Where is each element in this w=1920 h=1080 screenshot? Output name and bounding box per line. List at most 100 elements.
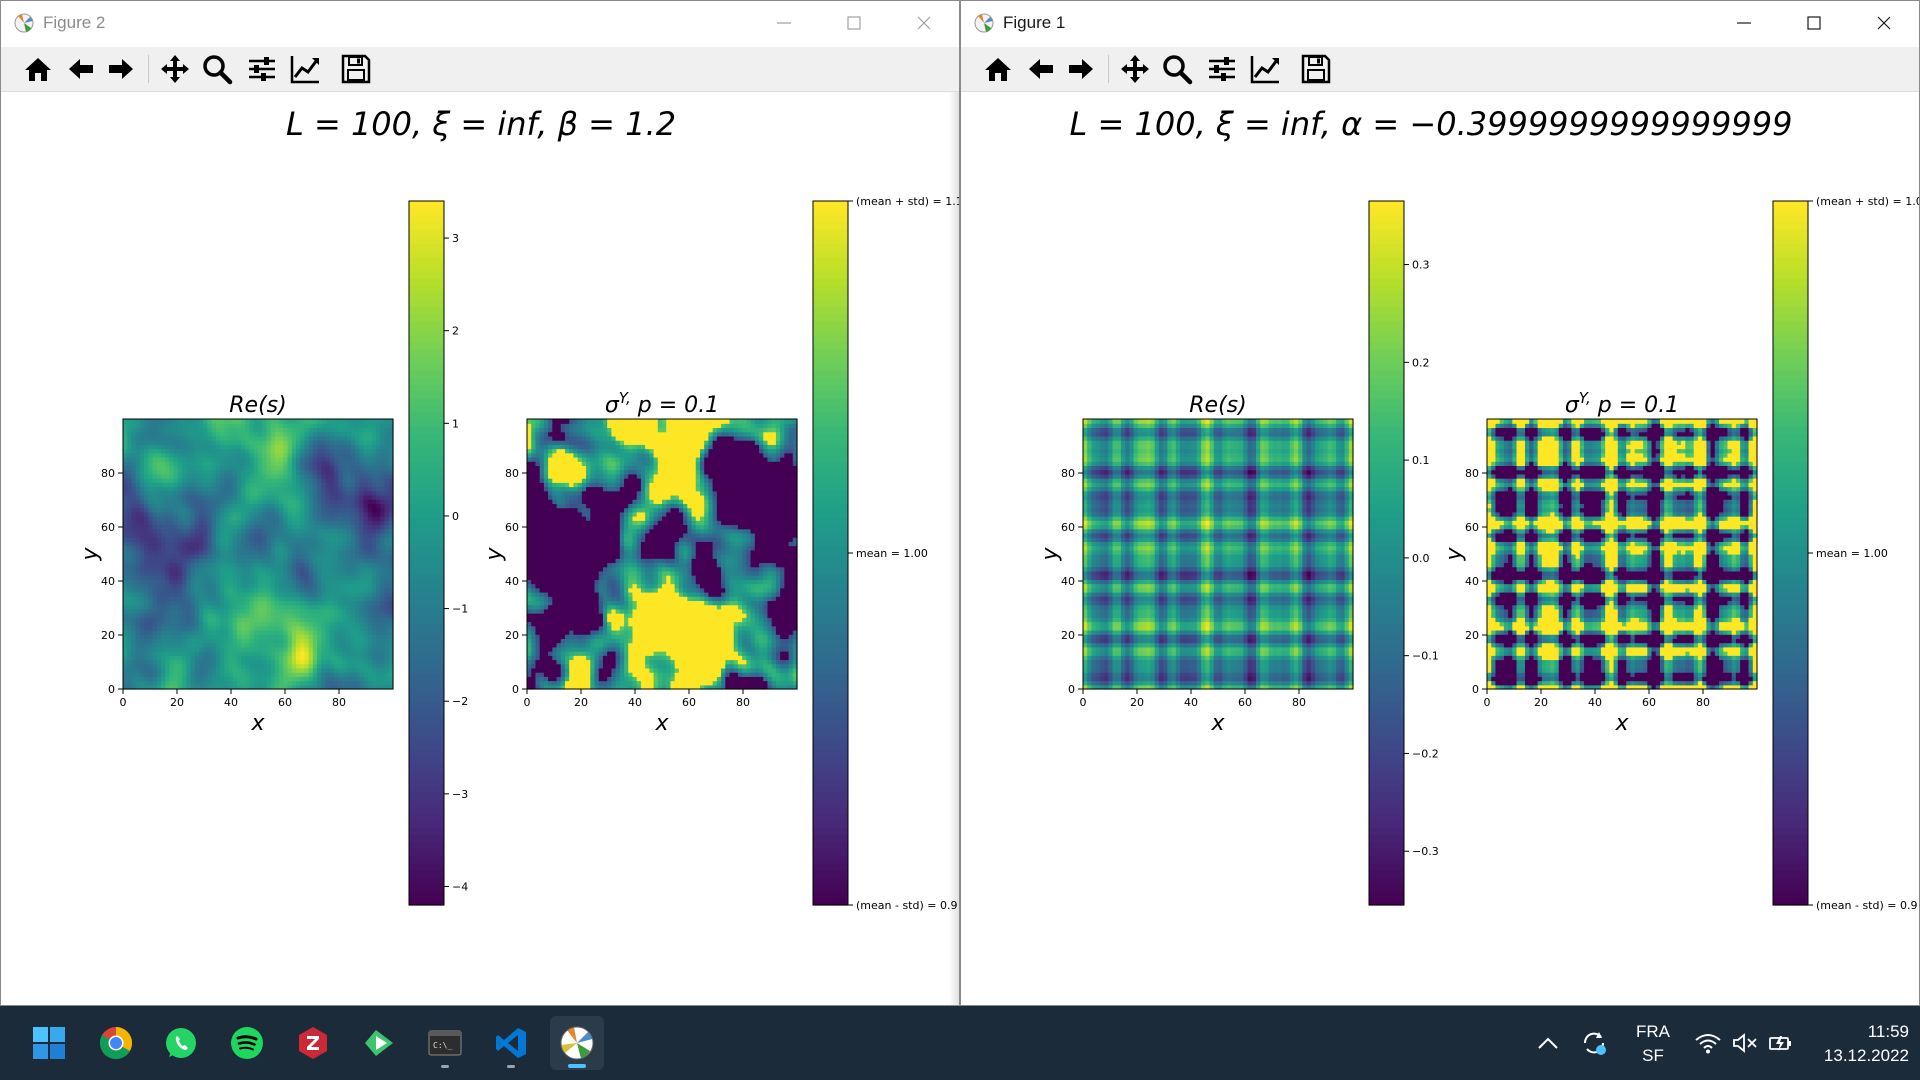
right-colorbar-tick-label: mean = 1.00	[1816, 547, 1888, 560]
wifi-button[interactable]	[1686, 1016, 1730, 1070]
save-floppy-button[interactable]	[1297, 50, 1335, 88]
left-colorbar-tick-label: −2	[452, 695, 468, 708]
toolbar-separator	[148, 55, 149, 83]
pan-move-icon	[1121, 55, 1149, 83]
taskbar-app-chrome[interactable]	[89, 1016, 143, 1070]
left-axes-ytick-label: 20	[1061, 629, 1075, 642]
battery-charging-icon	[1769, 1036, 1791, 1051]
taskbar-app-spotify[interactable]	[220, 1016, 274, 1070]
right-colorbar-tick-label: mean = 1.00	[856, 547, 928, 560]
maximize-icon	[847, 16, 861, 30]
right-axes-ytick-label: 40	[505, 575, 519, 588]
edit-axes-icon	[290, 56, 319, 84]
right-axes-ytick-label: 80	[505, 467, 519, 480]
taskbar-app-terminal[interactable]: C:\_	[418, 1016, 472, 1070]
taskbar-app-whatsapp[interactable]	[154, 1016, 208, 1070]
heatmap-re-s-frame	[122, 418, 394, 690]
home-button[interactable]	[19, 50, 57, 88]
right-axes-ytick-label: 80	[1465, 467, 1479, 480]
right-axes-xtick-label: 80	[1696, 696, 1710, 709]
left-colorbar-tick-label: 0	[452, 510, 459, 523]
matplotlib-icon	[560, 1026, 594, 1060]
show-hidden-icons-button[interactable]	[1520, 1016, 1576, 1070]
pan-move-button[interactable]	[156, 50, 194, 88]
maximize-button[interactable]	[836, 7, 872, 39]
wifi-icon	[1695, 1034, 1721, 1054]
title-bar[interactable]: Figure 2	[1, 1, 959, 45]
minimize-button[interactable]	[1726, 7, 1762, 39]
left-colorbar-frame	[1368, 200, 1405, 906]
heatmap-sigma-y-frame	[1486, 418, 1758, 690]
forward-arrow-button[interactable]	[102, 50, 140, 88]
close-button[interactable]	[1866, 7, 1902, 39]
left-colorbar-tick-label: −0.2	[1412, 747, 1439, 760]
battery-button[interactable]	[1759, 1016, 1803, 1070]
chrome-icon	[99, 1027, 133, 1060]
zoom-magnifier-button[interactable]	[198, 50, 236, 88]
right-axes-xlabel: x	[1614, 711, 1629, 736]
vscode-icon	[496, 1028, 526, 1058]
left-colorbar-tick-label: 0.0	[1412, 552, 1430, 565]
minimize-icon	[777, 22, 791, 24]
maximize-button[interactable]	[1796, 7, 1832, 39]
left-axes-ytick-label: 60	[1061, 521, 1075, 534]
start-button[interactable]	[22, 1016, 76, 1070]
taskbar-app-zotero[interactable]	[286, 1016, 340, 1070]
left-axes-ylabel: y	[1038, 547, 1063, 562]
taskbar-app-vscode[interactable]	[484, 1016, 538, 1070]
left-axes-ytick-label: 20	[101, 629, 115, 642]
left-axes-ytick-label: 0	[108, 683, 115, 696]
window-title: Figure 2	[43, 13, 106, 32]
terminal-icon: C:\_	[428, 1030, 462, 1056]
title-bar[interactable]: Figure 1	[961, 1, 1919, 45]
zoom-magnifier-icon	[1163, 55, 1193, 85]
home-button[interactable]	[979, 50, 1017, 88]
close-button[interactable]	[906, 7, 942, 39]
left-axes-title: Re(s)	[1189, 393, 1246, 418]
clock-date[interactable]: 13.12.2022	[1823, 1046, 1909, 1065]
right-colorbar-gradient	[813, 201, 848, 906]
zoom-magnifier-button[interactable]	[1158, 50, 1196, 88]
taskbar: C:\_ FRA SF	[0, 1006, 1920, 1080]
maximize-icon	[1807, 16, 1821, 30]
left-colorbar-tick-label: −0.3	[1412, 845, 1439, 858]
taskbar-app-green-arrow[interactable]	[352, 1016, 406, 1070]
pan-move-button[interactable]	[1116, 50, 1154, 88]
left-axes-xtick-label: 20	[170, 696, 184, 709]
right-axes-xtick-label: 80	[736, 696, 750, 709]
sync-status-button[interactable]	[1567, 1016, 1621, 1070]
language-indicator-bottom[interactable]: SF	[1642, 1046, 1664, 1065]
right-colorbar-tick-label: (mean - std) = 0.9	[856, 899, 957, 912]
matplotlib-toolbar	[1, 47, 959, 92]
toolbar-separator	[1108, 55, 1109, 83]
back-arrow-button[interactable]	[1022, 50, 1060, 88]
figure-canvas[interactable]: L = 100, ξ = inf, β = 1.2 0 20 40 60 8002040…	[1, 92, 959, 1006]
save-floppy-button[interactable]	[337, 50, 375, 88]
configure-subplots-button[interactable]	[1203, 50, 1241, 88]
right-axes-ytick-label: 60	[505, 521, 519, 534]
clock-time[interactable]: 11:59	[1867, 1022, 1909, 1041]
left-axes-title: Re(s)	[229, 393, 286, 418]
volume-button[interactable]	[1723, 1016, 1767, 1070]
right-colorbar-tick-label: (mean + std) = 1.1	[856, 195, 959, 208]
window-figure-2[interactable]: Figure 2 L = 100, ξ = inf, β = 1.2 0 20 40…	[0, 0, 960, 1006]
right-axes-xtick-label: 0	[1484, 696, 1491, 709]
left-axes-xtick-label: 0	[1080, 696, 1087, 709]
left-colorbar-tick-label: 2	[452, 325, 459, 338]
right-axes-ylabel: y	[1442, 547, 1467, 562]
left-axes-ytick-label: 40	[101, 575, 115, 588]
edit-axes-button[interactable]	[1246, 50, 1284, 88]
edit-axes-button[interactable]	[286, 50, 324, 88]
figure-canvas[interactable]: L = 100, ξ = inf, α = −0.399999999999999…	[961, 92, 1919, 1006]
configure-subplots-button[interactable]	[243, 50, 281, 88]
left-axes-xtick-label: 40	[1184, 696, 1198, 709]
window-figure-1[interactable]: Figure 1 L = 100, ξ = inf, α = −0.399999…	[960, 0, 1920, 1006]
back-arrow-button[interactable]	[62, 50, 100, 88]
minimize-button[interactable]	[766, 7, 802, 39]
language-indicator-top[interactable]: FRA	[1636, 1022, 1670, 1041]
zotero-icon	[299, 1027, 327, 1059]
forward-arrow-button[interactable]	[1062, 50, 1100, 88]
taskbar-app-matplotlib[interactable]	[550, 1016, 604, 1070]
home-icon	[25, 58, 51, 81]
left-colorbar-tick-label: 3	[452, 232, 459, 245]
